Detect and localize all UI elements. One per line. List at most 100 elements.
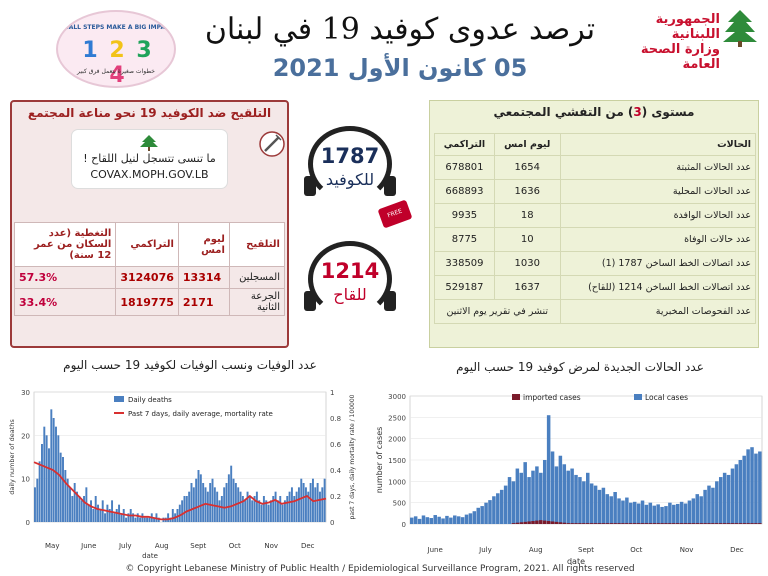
local-cases-bar: [437, 516, 441, 524]
death-bar: [297, 487, 300, 522]
death-bar: [190, 483, 193, 522]
step-1: 1: [82, 38, 100, 63]
local-cases-bar: [503, 485, 508, 524]
local-cases-bar: [484, 502, 488, 524]
y-axis-label: daily number of deaths: [8, 419, 16, 495]
local-cases-bar: [550, 451, 555, 524]
table-row: عدد حالات الوفاة 10 8775: [434, 227, 757, 252]
imported-cases-bar: [554, 521, 559, 524]
x-month-label: Oct: [630, 546, 642, 554]
local-cases-bar: [445, 515, 449, 524]
death-bar: [101, 500, 104, 522]
local-cases-bar: [742, 455, 746, 524]
death-bar: [318, 491, 321, 522]
death-bar: [85, 487, 88, 522]
death-bar: [64, 470, 67, 522]
cumulative-value: 1819775: [115, 288, 179, 316]
y2-tick-label: 0.2: [330, 493, 341, 501]
local-cases-bar: [703, 489, 707, 524]
col-yesterday: ليوم امس: [493, 133, 561, 156]
local-cases-bar: [687, 500, 692, 524]
local-cases-bar: [722, 472, 727, 524]
local-cases-bar: [586, 472, 590, 524]
death-bar: [244, 500, 247, 522]
cases-chart: 0 500 1000 1500 2000 2500 3000 number of cases J…: [375, 393, 763, 566]
copyright: © Copyright Lebanese Ministry of Public …: [125, 564, 635, 574]
death-bar: [241, 496, 244, 522]
death-bar: [99, 509, 102, 522]
imported-cases-bar: [531, 521, 535, 524]
local-cases-bar: [632, 501, 637, 524]
local-cases-bar: [636, 503, 641, 524]
death-bar: [279, 496, 282, 522]
death-bar: [108, 509, 111, 522]
local-cases-bar: [625, 497, 629, 524]
local-cases-bar: [413, 516, 418, 524]
yesterday-value: 13314: [177, 266, 230, 289]
imported-cases-bar: [656, 523, 660, 524]
y-tick-label: 500: [393, 500, 406, 508]
local-cases-bar: [570, 468, 574, 524]
death-bar: [209, 483, 212, 522]
y2-tick-label: 0.6: [330, 441, 342, 449]
death-bar: [59, 452, 62, 522]
local-cases-bar: [441, 518, 445, 524]
imported-cases-bar: [566, 523, 570, 524]
death-bar: [246, 491, 249, 522]
vaccination-panel: التلقيح ضد الكوفيد 19 نحو مناعة المجتمع …: [10, 100, 289, 348]
death-bar: [316, 483, 319, 522]
death-bar: [178, 504, 181, 522]
row-label: عدد الحالات المثبتة: [559, 155, 757, 180]
headset-ear-icon: [384, 291, 396, 311]
row-label: عدد الفحوصات المخبرية: [559, 299, 757, 324]
imported-cases-bar: [625, 523, 629, 524]
x-axis-label: date: [142, 552, 158, 560]
death-bar: [265, 500, 268, 522]
x-month-label: Dec: [301, 542, 315, 550]
local-cases-bar: [648, 502, 653, 524]
death-bar: [302, 483, 305, 522]
row-label: الجرعة الثانية: [228, 288, 286, 316]
imported-cases-bar: [691, 523, 696, 524]
hotline-vaccine: 1214 للقاح: [300, 235, 400, 325]
local-cases-bar: [449, 517, 453, 524]
y-tick-label: 0: [26, 519, 30, 527]
registration-url[interactable]: COVAX.MOPH.GOV.LB: [90, 168, 209, 181]
death-bar: [134, 517, 137, 522]
local-cases-bar: [421, 515, 426, 524]
imported-cases-bar: [699, 523, 703, 524]
death-bar: [223, 487, 226, 522]
row-label: عدد اتصالات الخط الساخن 1214 (للقاح): [559, 275, 757, 300]
local-cases-bar: [456, 516, 461, 524]
table-header-row: التلقيح ليوم امس التراكمي التغطية (عدد ا…: [13, 222, 286, 267]
local-cases-bar: [554, 466, 559, 524]
death-bar: [104, 513, 107, 522]
death-bar: [106, 504, 109, 522]
imported-cases-bar: [683, 523, 688, 524]
hotline-label: للقاح: [333, 285, 367, 304]
cumulative-value: 338509: [434, 251, 495, 276]
imported-cases-bar: [558, 522, 563, 524]
death-bar: [288, 491, 291, 522]
table-row: عدد اتصالات الخط الساخن 1214 (للقاح) 163…: [434, 275, 757, 300]
local-cases-bar: [515, 468, 520, 524]
ministry-line-health: وزارة الصحة العامة: [640, 42, 720, 72]
local-cases-bar: [675, 503, 680, 524]
cumulative-value: 9935: [434, 203, 495, 228]
imported-cases-bar: [726, 523, 731, 524]
local-cases-bar: [460, 517, 465, 524]
col-cases: الحالات: [559, 133, 757, 156]
imported-cases-bar: [730, 523, 735, 524]
imported-cases-bar: [738, 523, 743, 524]
legend-label-deaths: Daily deaths: [128, 396, 172, 404]
hotline-label: للكوفيد: [325, 170, 375, 189]
death-bar: [34, 487, 36, 522]
legend-swatch-imported: [512, 394, 520, 400]
local-cases-bar: [496, 493, 500, 524]
col-cumulative: التراكمي: [115, 222, 179, 267]
yesterday-value: 1030: [493, 251, 561, 276]
death-bar: [183, 496, 186, 522]
local-cases-bar: [679, 501, 684, 524]
imported-cases-bar: [652, 523, 656, 524]
death-bar: [127, 513, 130, 522]
